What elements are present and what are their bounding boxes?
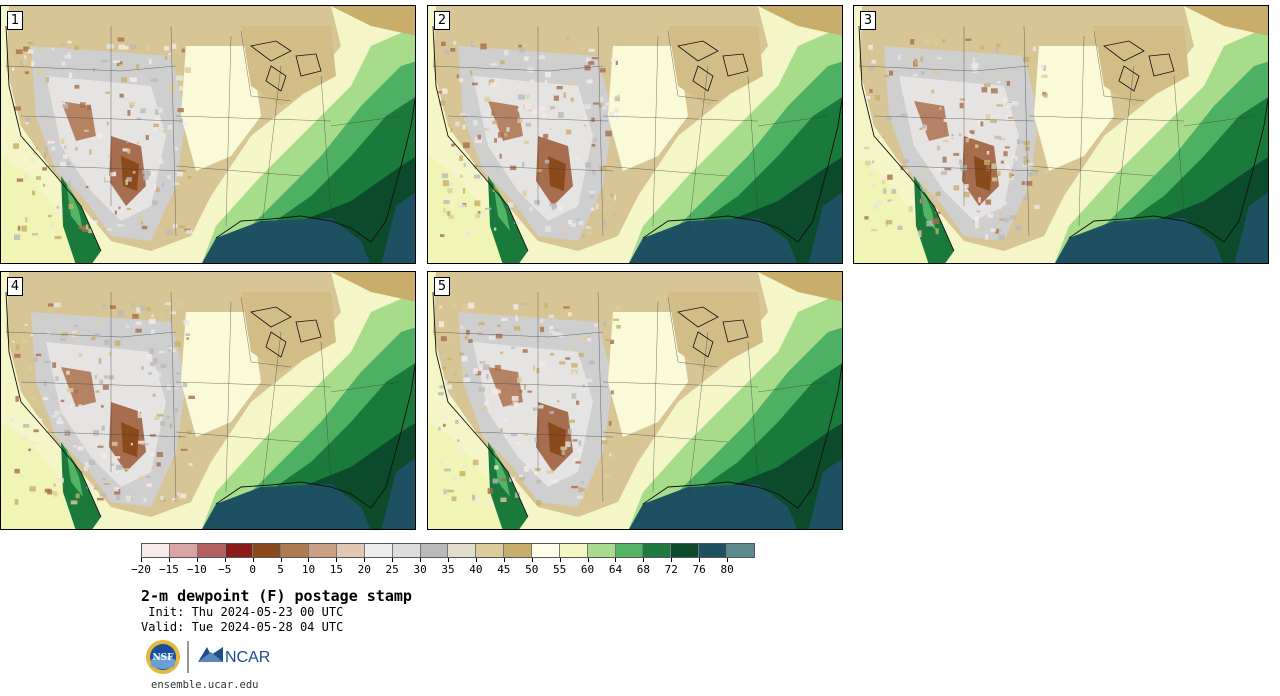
colorbar-tick-mark (503, 558, 505, 562)
colorbar-tick-label: 64 (608, 563, 623, 576)
colorbar-tick-mark (671, 558, 673, 562)
colorbar-swatch (532, 544, 560, 557)
colorbar-tick-label: 20 (357, 563, 371, 576)
postage-stamp-map-2: 2 (427, 5, 843, 264)
colorbar-tick-mark (364, 558, 366, 562)
colorbar-tick-mark (531, 558, 533, 562)
colorbar-swatch (142, 544, 170, 557)
dewpoint-colorbar (141, 543, 755, 558)
colorbar-swatch (197, 544, 226, 557)
colorbar-tick-label: 60 (580, 563, 595, 576)
colorbar-tick-mark (475, 558, 477, 562)
colorbar-tick-mark (224, 558, 226, 562)
colorbar-tick-mark (308, 558, 310, 562)
colorbar-tick-label: 35 (441, 563, 455, 576)
colorbar-swatch (476, 544, 505, 557)
postage-stamp-map-1: 1 (0, 5, 416, 264)
ncar-logo-icon: NCAR (198, 647, 270, 666)
colorbar-swatch (699, 544, 728, 557)
colorbar-swatch (364, 544, 393, 557)
colorbar-tick-label: 5 (277, 563, 284, 576)
colorbar-tick-label: 25 (385, 563, 399, 576)
colorbar-tick-label: 15 (329, 563, 343, 576)
colorbar-tick-label: 45 (497, 563, 511, 576)
init-time: Init: Thu 2024-05-23 00 UTC (141, 605, 344, 619)
colorbar-tick-mark (280, 558, 282, 562)
colorbar-tick-label: 72 (664, 563, 678, 576)
colorbar-swatch (225, 544, 254, 557)
valid-time: Valid: Tue 2024-05-28 04 UTC (141, 620, 344, 634)
colorbar-swatch (253, 544, 282, 557)
colorbar-tick-mark (392, 558, 394, 562)
colorbar-tick-mark (420, 558, 422, 562)
panel-number-5: 5 (434, 277, 450, 296)
colorbar-swatch (727, 544, 754, 557)
colorbar-tick-mark (196, 558, 198, 562)
website-link[interactable]: ensemble.ucar.edu (151, 679, 259, 691)
colorbar-swatch (420, 544, 449, 557)
colorbar-swatch (392, 544, 421, 557)
colorbar-swatch (559, 544, 588, 557)
colorbar-tick-mark (615, 558, 617, 562)
dewpoint-map-4 (1, 272, 415, 529)
colorbar-tick-mark (448, 558, 449, 562)
colorbar-tick-label: 40 (469, 563, 483, 576)
nsf-logo-text: NSF (152, 653, 174, 663)
colorbar-swatch (169, 544, 198, 557)
colorbar-swatch (615, 544, 644, 557)
colorbar-swatch (309, 544, 338, 557)
figure-title: 2-m dewpoint (F) postage stamp (141, 587, 412, 605)
colorbar-tick-label: 76 (692, 563, 706, 576)
colorbar-tick-label: 10 (301, 563, 316, 576)
colorbar-tick-label: 55 (553, 563, 567, 576)
dewpoint-map-3 (854, 6, 1268, 263)
colorbar-tick-label: 30 (413, 563, 427, 576)
ncar-logo-text: NCAR (225, 649, 270, 666)
colorbar-swatch (337, 544, 365, 557)
nsf-logo-icon: NSF (146, 640, 180, 674)
dewpoint-map-2 (428, 6, 842, 263)
colorbar-tick-mark (643, 558, 645, 562)
colorbar-tick-mark (559, 558, 561, 562)
panel-number-1: 1 (7, 11, 23, 30)
colorbar-swatch (671, 544, 700, 557)
logos: NSF NCAR (145, 638, 285, 676)
colorbar-tick-mark (336, 558, 338, 562)
panel-number-3: 3 (860, 11, 876, 30)
colorbar-tick-mark (727, 558, 729, 562)
colorbar-tick-label: −5 (218, 563, 232, 576)
colorbar-tick-label: 0 (249, 563, 256, 576)
colorbar-tick-label: −20 (131, 563, 151, 576)
colorbar-tick-mark (252, 558, 254, 562)
panel-number-2: 2 (434, 11, 450, 30)
colorbar-tick-mark (141, 558, 142, 562)
dewpoint-map-5 (428, 272, 842, 529)
postage-stamp-map-3: 3 (853, 5, 1269, 264)
colorbar-tick-label: 68 (636, 563, 650, 576)
colorbar-swatch (643, 544, 672, 557)
postage-stamp-map-4: 4 (0, 271, 416, 530)
panel-number-4: 4 (7, 277, 23, 296)
colorbar-tick-label: −10 (186, 563, 207, 576)
colorbar-tick-label: −15 (158, 563, 179, 576)
colorbar-tick-label: 50 (525, 563, 539, 576)
colorbar-swatch (504, 544, 533, 557)
dewpoint-map-1 (1, 6, 415, 263)
colorbar-swatch (281, 544, 310, 557)
postage-stamp-map-5: 5 (427, 271, 843, 530)
colorbar-tick-mark (587, 558, 589, 562)
colorbar-tick-label: 80 (720, 563, 734, 576)
colorbar-swatch (448, 544, 477, 557)
colorbar-tick-mark (699, 558, 701, 562)
colorbar-tick-mark (168, 558, 170, 562)
colorbar-swatch (587, 544, 616, 557)
